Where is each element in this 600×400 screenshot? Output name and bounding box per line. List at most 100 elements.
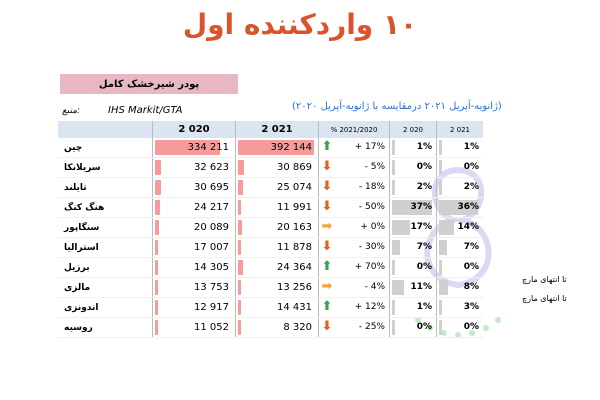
share-2021: 1% bbox=[463, 142, 479, 152]
table-row: سریلانکا 32 623 30 869 ⬇ - 5% 0% 0% bbox=[58, 157, 483, 178]
value-2021-bar bbox=[238, 140, 314, 155]
source-value: IHS Markit/GTA bbox=[108, 105, 183, 116]
value-2020-bar bbox=[155, 200, 160, 215]
header-pct-change: % 2021/2020 bbox=[318, 121, 390, 138]
share-2021: 0% bbox=[463, 162, 479, 172]
table-row: هنگ کنگ 24 217 11 991 ⬇ - 50% 37% 36% bbox=[58, 197, 483, 218]
value-2021: 14 431 bbox=[277, 302, 312, 313]
table-row: برزیل 14 305 24 364 ⬆ + 70% 0% 0% bbox=[58, 257, 483, 278]
country-name: استرالیا bbox=[58, 237, 153, 258]
value-2021-bar bbox=[238, 240, 241, 255]
header-share-2020: 2 020 bbox=[389, 121, 437, 138]
country-name: سنگاپور bbox=[58, 217, 153, 238]
share-2021: 36% bbox=[457, 202, 479, 212]
country-name: چین bbox=[58, 138, 153, 158]
share-2021-bar bbox=[439, 280, 448, 295]
value-2021-bar bbox=[238, 280, 241, 295]
share-2020: 0% bbox=[416, 162, 432, 172]
trend-flat-icon: ➡ bbox=[321, 219, 333, 234]
value-2021: 8 320 bbox=[283, 322, 312, 333]
value-2020: 13 753 bbox=[194, 282, 229, 293]
share-2020-bar bbox=[392, 200, 432, 215]
share-2020: 37% bbox=[410, 202, 432, 212]
table-row: استرالیا 17 007 11 878 ⬇ - 30% 7% 7% bbox=[58, 237, 483, 258]
pct-change: - 25% bbox=[358, 322, 385, 332]
share-2021-bar bbox=[439, 200, 478, 215]
value-2020-bar bbox=[155, 140, 220, 155]
share-2021-bar bbox=[439, 180, 442, 195]
share-2020-bar bbox=[392, 240, 400, 255]
share-2021: 2% bbox=[463, 182, 479, 192]
table-row: سنگاپور 20 089 20 163 ➡ + 0% 17% 14% bbox=[58, 217, 483, 238]
value-2020: 17 007 bbox=[194, 242, 229, 253]
pct-change: - 30% bbox=[358, 242, 385, 252]
trend-down-icon: ⬇ bbox=[321, 319, 333, 334]
value-2020-bar bbox=[155, 280, 158, 295]
share-2020-bar bbox=[392, 180, 395, 195]
pct-change: + 0% bbox=[360, 222, 385, 232]
share-2020-bar bbox=[392, 260, 395, 275]
pct-change: + 12% bbox=[354, 302, 385, 312]
share-2021-bar bbox=[439, 160, 442, 175]
pct-change: + 17% bbox=[354, 142, 385, 152]
share-2021: 3% bbox=[463, 302, 479, 312]
value-2021: 13 256 bbox=[277, 282, 312, 293]
share-2020-bar bbox=[392, 220, 411, 235]
share-2021-bar bbox=[439, 140, 442, 155]
value-2020-bar bbox=[155, 260, 158, 275]
trend-flat-icon: ➡ bbox=[321, 279, 333, 294]
value-2020-bar bbox=[155, 240, 159, 255]
share-2021: 0% bbox=[463, 262, 479, 272]
trend-up-icon: ⬆ bbox=[321, 259, 333, 274]
share-2020-bar bbox=[392, 140, 395, 155]
value-2020: 11 052 bbox=[194, 322, 229, 333]
pct-change: - 4% bbox=[364, 282, 385, 292]
header-2020: 2 020 bbox=[152, 121, 236, 138]
table-row: روسیه 11 052 8 320 ⬇ - 25% 0% 0% bbox=[58, 317, 483, 338]
share-2021-bar bbox=[439, 260, 442, 275]
share-2021-bar bbox=[439, 300, 443, 315]
share-2020: 7% bbox=[416, 242, 432, 252]
share-2021: 8% bbox=[463, 282, 479, 292]
value-2021-bar bbox=[238, 180, 243, 195]
pct-change: + 70% bbox=[354, 262, 385, 272]
value-2020-bar bbox=[155, 180, 161, 195]
country-name: تایلند bbox=[58, 177, 153, 198]
period-subtitle: (ژانویه-آپریل ۲۰۲۱ درمقایسه با ژانویه-آپ… bbox=[292, 101, 502, 112]
country-name: اندونزی bbox=[58, 297, 153, 318]
value-2020: 30 695 bbox=[194, 182, 229, 193]
share-2021: 7% bbox=[463, 242, 479, 252]
trend-down-icon: ⬇ bbox=[321, 159, 333, 174]
header-share-2021: 2 021 bbox=[436, 121, 483, 138]
share-2020: 0% bbox=[416, 262, 432, 272]
pct-change: - 5% bbox=[364, 162, 385, 172]
value-2020-bar bbox=[155, 220, 159, 235]
table-row: مالزی 13 753 13 256 ➡ - 4% 11% 8% bbox=[58, 277, 483, 298]
share-2020: 2% bbox=[416, 182, 432, 192]
value-2021-bar bbox=[238, 300, 241, 315]
importers-table: 2 020 2 021 % 2021/2020 2 020 2 021 چین … bbox=[58, 121, 483, 338]
share-2020: 11% bbox=[410, 282, 432, 292]
value-2020: 20 089 bbox=[194, 222, 229, 233]
value-2020: 334 211 bbox=[187, 142, 229, 153]
header-country bbox=[58, 121, 153, 138]
share-2020: 0% bbox=[416, 322, 432, 332]
row-note: تا انتهای مارچ bbox=[522, 275, 567, 284]
value-2021: 392 144 bbox=[270, 142, 312, 153]
pct-change: - 50% bbox=[358, 202, 385, 212]
source-label: منبع: bbox=[62, 106, 81, 116]
value-2021-bar bbox=[238, 320, 241, 335]
value-2021: 11 878 bbox=[277, 242, 312, 253]
country-name: برزیل bbox=[58, 257, 153, 278]
value-2020-bar bbox=[155, 160, 162, 175]
share-2020: 17% bbox=[410, 222, 432, 232]
share-2020: 1% bbox=[416, 142, 432, 152]
share-2021: 0% bbox=[463, 322, 479, 332]
value-2021-bar bbox=[238, 220, 242, 235]
value-2020-bar bbox=[155, 300, 158, 315]
trend-up-icon: ⬆ bbox=[321, 299, 333, 314]
value-2021-bar bbox=[238, 160, 244, 175]
value-2021: 25 074 bbox=[277, 182, 312, 193]
share-2021: 14% bbox=[457, 222, 479, 232]
value-2021: 11 991 bbox=[277, 202, 312, 213]
